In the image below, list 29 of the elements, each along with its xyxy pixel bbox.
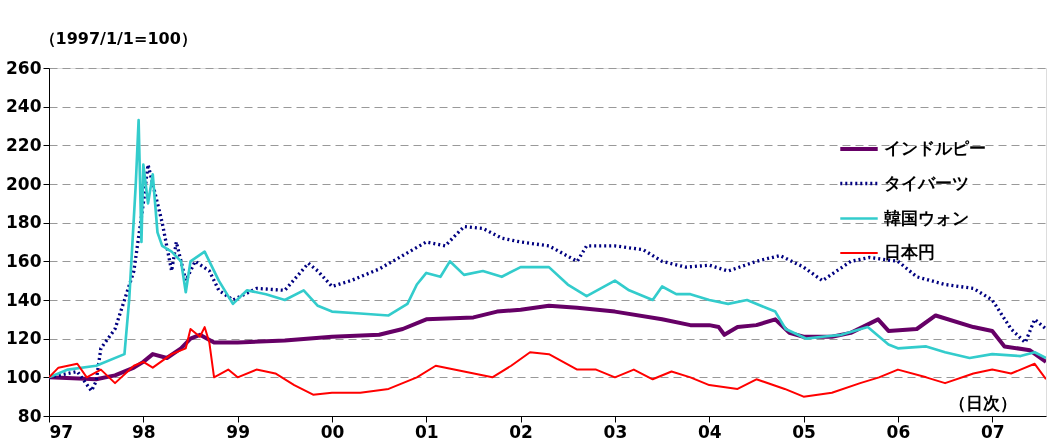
x-tick-label: 01 <box>414 421 439 442</box>
legend-label: 韓国ウォン <box>884 207 969 228</box>
y-tick-label: 100 <box>6 366 42 387</box>
legend-label: 日本円 <box>884 242 935 262</box>
line-series <box>49 163 1046 393</box>
y-tick-label: 260 <box>6 57 42 78</box>
x-tick-label: 00 <box>320 421 345 442</box>
y-axis-title: （1997/1/1=100） <box>39 28 197 48</box>
x-tick-label: 97 <box>49 421 74 442</box>
y-tick-label: 180 <box>6 212 42 233</box>
y-tick-label: 220 <box>6 134 42 155</box>
x-tick-label: 05 <box>792 421 816 442</box>
y-tick-label: 200 <box>6 173 42 194</box>
line-series <box>49 118 1046 379</box>
y-tick-label: 140 <box>6 289 42 310</box>
x-tick-label: 98 <box>131 421 156 442</box>
x-tick-label: 03 <box>603 421 628 442</box>
y-tick-label: 120 <box>6 328 42 349</box>
annotation: （日次） <box>949 393 1017 413</box>
y-tick-label: 80 <box>17 405 42 426</box>
y-tick-label: 160 <box>6 250 42 271</box>
y-tick-label: 240 <box>6 96 42 117</box>
legend-label: インドルピー <box>884 138 986 158</box>
x-tick-label: 04 <box>697 421 722 442</box>
legend-label: タイバーツ <box>884 172 969 193</box>
x-tick-label: 99 <box>226 421 250 442</box>
x-tick-label: 06 <box>886 421 911 442</box>
x-tick-label: 02 <box>509 421 533 442</box>
x-tick-label: 07 <box>980 421 1005 442</box>
